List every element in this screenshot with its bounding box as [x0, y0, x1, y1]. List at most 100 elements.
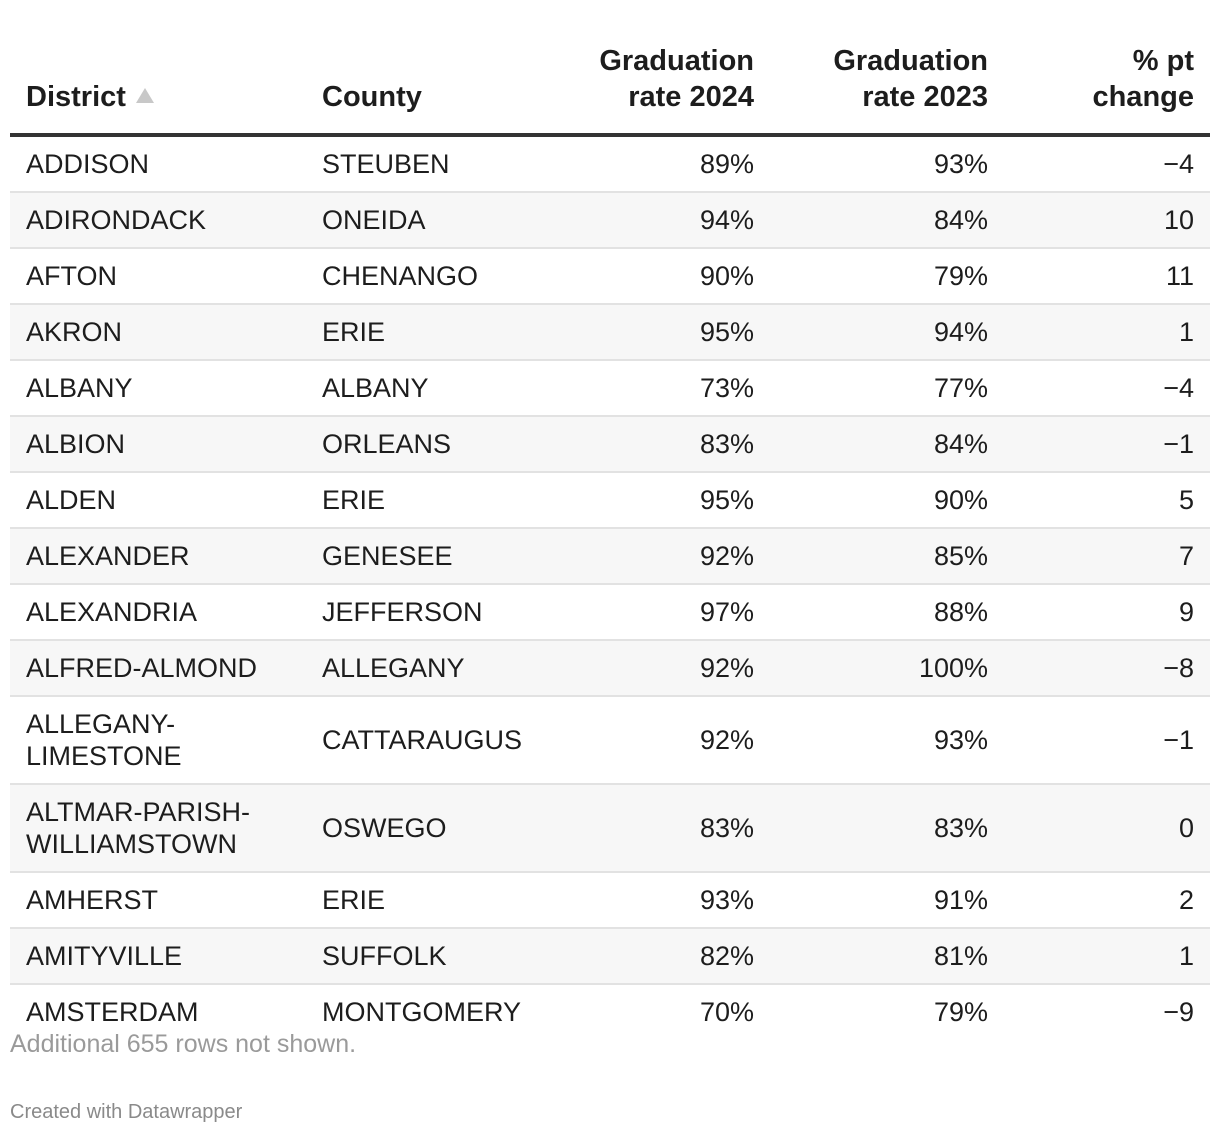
district-cell: ALLEGANY- LIMESTONE [10, 696, 306, 785]
county-header[interactable]: County [306, 0, 538, 137]
table-row: ADDISON STEUBEN 89% 93% −4 [10, 135, 1210, 193]
district-name-line: AMITYVILLE [26, 941, 183, 971]
pct-point-change-cell: −4 [1004, 360, 1210, 417]
county-cell: SUFFOLK [306, 928, 538, 985]
district-cell: ADDISON [10, 135, 306, 193]
graduation-rate-2024-cell: 89% [538, 135, 770, 193]
district-cell: AMHERST [10, 872, 306, 929]
graduation-rate-2024-header[interactable]: Graduation rate 2024 [538, 0, 770, 137]
graduation-rate-2024-cell: 90% [538, 248, 770, 305]
district-cell: ALDEN [10, 472, 306, 529]
district-name-line: ALDEN [26, 485, 117, 515]
pct-point-change-header[interactable]: % pt change [1004, 0, 1210, 137]
header-label-line: District [26, 81, 154, 113]
district-cell: ADIRONDACK [10, 192, 306, 249]
graduation-rate-2024-cell: 83% [538, 416, 770, 473]
rows-not-shown-note: Additional 655 rows not shown. [10, 1030, 357, 1058]
graduation-rate-2024-cell: 92% [538, 640, 770, 697]
district-cell: AFTON [10, 248, 306, 305]
graduation-table-container: District County Graduation rate 2024 Graduat… [10, 0, 1210, 1039]
district-header[interactable]: District [10, 0, 306, 137]
pct-point-change-cell: 7 [1004, 528, 1210, 585]
pct-point-change-cell: 0 [1004, 784, 1210, 873]
table-row: ALFRED-ALMOND ALLEGANY 92% 100% −8 [10, 640, 1210, 697]
pct-point-change-cell: −8 [1004, 640, 1210, 697]
county-cell: GENESEE [306, 528, 538, 585]
county-cell: ORLEANS [306, 416, 538, 473]
sort-ascending-icon[interactable] [135, 88, 154, 103]
county-cell: JEFFERSON [306, 584, 538, 641]
graduation-rate-2023-cell: 90% [770, 472, 1004, 529]
graduation-rate-2024-cell: 92% [538, 528, 770, 585]
county-cell: ALBANY [306, 360, 538, 417]
county-cell: ERIE [306, 304, 538, 361]
header-label-line: Graduation [833, 45, 988, 77]
graduation-rate-2024-cell: 70% [699, 997, 754, 1027]
district-name-line: ADIRONDACK [26, 205, 207, 235]
graduation-rate-2023-cell: 88% [770, 584, 1004, 641]
graduation-rate-2024-cell: 83% [538, 784, 770, 873]
header-label-line: rate 2023 [862, 81, 988, 113]
district-cell: ALTMAR-PARISH- WILLIAMSTOWN [10, 784, 306, 873]
graduation-rate-2023-cell: 84% [770, 416, 1004, 473]
pct-point-change-cell: −1 [1004, 696, 1210, 785]
table-row: ALLEGANY- LIMESTONE CATTARAUGUS 92% 93% −1 [10, 696, 1210, 785]
graduation-rate-2023-cell: 85% [770, 528, 1004, 585]
pct-point-change-cell: 1 [1004, 304, 1210, 361]
district-cell: ALFRED-ALMOND [10, 640, 306, 697]
county-cell: ALLEGANY [306, 640, 538, 697]
graduation-rate-2023-cell: 91% [770, 872, 1004, 929]
district-name-line: LIMESTONE [26, 741, 182, 771]
table-row: ALDEN ERIE 95% 90% 5 [10, 472, 1210, 529]
header-label-line: County [322, 81, 422, 113]
district-name-line: ALFRED-ALMOND [26, 653, 258, 683]
graduation-rate-2024-cell: 95% [538, 304, 770, 361]
graduation-rate-2023-cell: 77% [770, 360, 1004, 417]
table-row: ADIRONDACK ONEIDA 94% 84% 10 [10, 192, 1210, 249]
district-cell: AMITYVILLE [10, 928, 306, 985]
graduation-rate-2023-cell: 93% [770, 696, 1004, 785]
table-row: AFTON CHENANGO 90% 79% 11 [10, 248, 1210, 305]
graduation-rate-2024-cell: 95% [538, 472, 770, 529]
header-label-line: Graduation [599, 45, 754, 77]
graduation-rate-2024-cell: 82% [538, 928, 770, 985]
pct-point-change-cell: 9 [1004, 584, 1210, 641]
graduation-rate-2023-cell: 84% [770, 192, 1004, 249]
pct-point-change-cell: 11 [1004, 248, 1210, 305]
graduation-rate-2023-cell: 83% [770, 784, 1004, 873]
district-name-line: ALTMAR-PARISH- [26, 797, 251, 827]
table-body: ADDISON STEUBEN 89% 93% −4 ADIRONDACK ONEIDA 94… [10, 135, 1210, 1039]
pct-point-change-cell: −4 [1004, 135, 1210, 193]
district-name-line: AFTON [26, 261, 118, 291]
district-name-line: AMSTERDAM [26, 997, 199, 1027]
county-cell: OSWEGO [306, 784, 538, 873]
graduation-rate-2023-cell: 79% [933, 997, 988, 1027]
district-cell: AKRON [10, 304, 306, 361]
graduation-rate-2023-header[interactable]: Graduation rate 2023 [770, 0, 1004, 137]
table-row: AMSTERDAM MONTGOMERY 70% 79% −9 [10, 984, 1210, 1039]
table-row: AMHERST ERIE 93% 91% 2 [10, 872, 1210, 929]
pct-point-change-cell: −9 [1163, 997, 1194, 1027]
table-row: AMITYVILLE SUFFOLK 82% 81% 1 [10, 928, 1210, 985]
county-cell: MONTGOMERY [322, 997, 522, 1027]
district-cell: ALBANY [10, 360, 306, 417]
district-cell: ALEXANDER [10, 528, 306, 585]
district-name-line: ALEXANDRIA [26, 597, 198, 627]
district-cell: ALBION [10, 416, 306, 473]
table-row: AKRON ERIE 95% 94% 1 [10, 304, 1210, 361]
header-label-text: District [26, 81, 126, 113]
district-name-line: ALLEGANY- [26, 709, 176, 739]
district-name-line: WILLIAMSTOWN [26, 829, 238, 859]
district-name-line: ADDISON [26, 149, 150, 179]
graduation-rate-table: District County Graduation rate 2024 Graduat… [10, 0, 1210, 1039]
pct-point-change-cell: 10 [1004, 192, 1210, 249]
graduation-rate-2024-cell: 73% [538, 360, 770, 417]
header-label-line: change [1092, 81, 1194, 113]
pct-point-change-cell: −1 [1004, 416, 1210, 473]
pct-point-change-cell: 5 [1004, 472, 1210, 529]
graduation-rate-2024-cell: 92% [538, 696, 770, 785]
pct-point-change-cell: 1 [1004, 928, 1210, 985]
district-name-line: AKRON [26, 317, 123, 347]
county-cell: STEUBEN [306, 135, 538, 193]
district-name-line: ALBANY [26, 373, 133, 403]
